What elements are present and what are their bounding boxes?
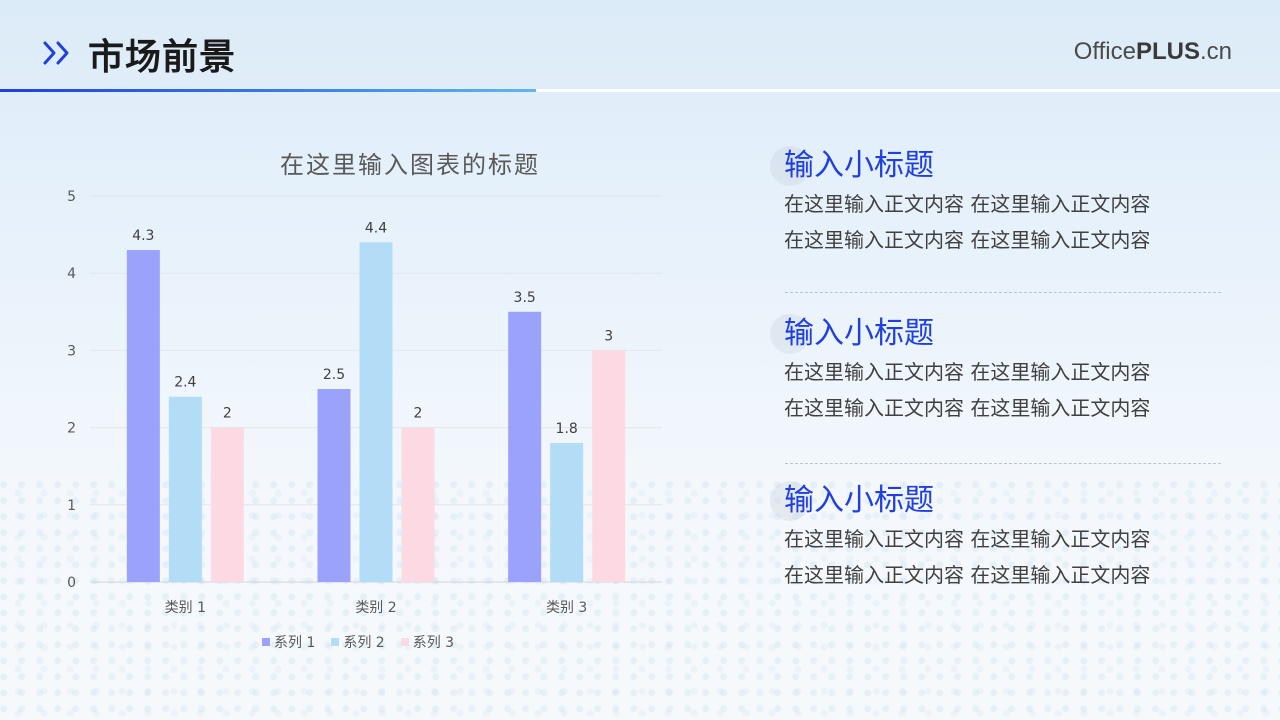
x-tick-label: 类别 2 <box>355 600 396 616</box>
section-bullet-circle <box>770 146 810 186</box>
section-title: 输入小标题 <box>784 316 934 351</box>
y-tick-label: 5 <box>67 189 76 205</box>
y-tick-label: 0 <box>67 575 76 591</box>
legend-label-series-1: 系列 1 <box>274 635 316 651</box>
brand-office: Office <box>1073 38 1136 65</box>
header-divider <box>0 89 1280 92</box>
legend-label-series-3: 系列 3 <box>412 635 455 651</box>
section-body-line: 在这里输入正文内容 在这里输入正文内容 <box>784 228 1151 252</box>
section-body-line: 在这里输入正文内容 在这里输入正文内容 <box>784 527 1151 551</box>
bar <box>359 242 393 582</box>
data-label: 3 <box>604 328 613 344</box>
legend-label-series-2: 系列 2 <box>343 635 385 651</box>
section-title: 输入小标题 <box>784 483 934 518</box>
section-body-line: 在这里输入正文内容 在这里输入正文内容 <box>784 396 1151 420</box>
section-body-line: 在这里输入正文内容 在这里输入正文内容 <box>784 192 1151 216</box>
legend-swatch-series-2 <box>331 638 340 646</box>
legend-swatch-series-3 <box>400 638 409 646</box>
x-tick-label: 类别 1 <box>165 600 206 616</box>
section-body-line: 在这里输入正文内容 在这里输入正文内容 <box>784 563 1151 587</box>
legend-item-series-3: 系列 3 <box>400 632 455 652</box>
brand-plus: PLUS <box>1135 38 1200 65</box>
bar <box>401 427 435 582</box>
bar <box>317 389 351 582</box>
legend-item-series-1: 系列 1 <box>262 632 315 652</box>
y-tick-label: 3 <box>67 343 76 359</box>
chart-legend: 系列 1 系列 2 系列 3 <box>262 632 454 652</box>
y-tick-label: 1 <box>67 498 76 514</box>
legend-swatch-series-1 <box>262 638 270 646</box>
data-label: 2.5 <box>323 367 345 383</box>
info-section-3: 输入小标题 在这里输入正文内容 在这里输入正文内容 在这里输入正文内容 在这里输… <box>770 481 1230 593</box>
double-chevron-icon <box>43 41 69 65</box>
header-divider-accent <box>0 89 536 92</box>
chart-title: 在这里输入图表的标题 <box>280 151 540 179</box>
page-title: 市场前景 <box>88 37 237 78</box>
y-tick-label: 2 <box>67 421 76 437</box>
bar-chart: 0 1 2 3 4 5 4.3 2.4 2 类别 1 2.5 4.4 2 类别 2 3.5 1.8 3 类别 3 <box>67 189 662 616</box>
section-bullet-circle <box>770 481 810 521</box>
bar <box>508 311 542 582</box>
section-title: 输入小标题 <box>784 148 934 183</box>
data-label: 3.5 <box>514 290 536 306</box>
legend-item-series-2: 系列 2 <box>331 632 385 652</box>
section-bullet-circle <box>770 314 810 354</box>
brand-logo: OfficePLUS.cn <box>1074 38 1232 66</box>
bar <box>210 427 244 582</box>
bar <box>592 350 626 582</box>
data-label: 2 <box>414 406 423 422</box>
section-divider <box>785 463 1221 464</box>
section-divider <box>785 292 1221 293</box>
data-label: 4.3 <box>132 228 154 244</box>
brand-suffix: .cn <box>1199 38 1232 65</box>
info-section-1: 输入小标题 在这里输入正文内容 在这里输入正文内容 在这里输入正文内容 在这里输… <box>770 146 1230 258</box>
bar <box>550 443 584 582</box>
data-label: 2.4 <box>174 375 196 391</box>
y-tick-label: 4 <box>67 266 76 282</box>
data-label: 2 <box>223 406 232 422</box>
data-label: 1.8 <box>556 421 578 437</box>
bar <box>168 396 202 582</box>
data-label: 4.4 <box>365 220 387 236</box>
x-tick-label: 类别 3 <box>546 600 587 616</box>
bar <box>126 250 160 582</box>
section-body-line: 在这里输入正文内容 在这里输入正文内容 <box>784 360 1151 384</box>
info-section-2: 输入小标题 在这里输入正文内容 在这里输入正文内容 在这里输入正文内容 在这里输… <box>770 314 1230 426</box>
